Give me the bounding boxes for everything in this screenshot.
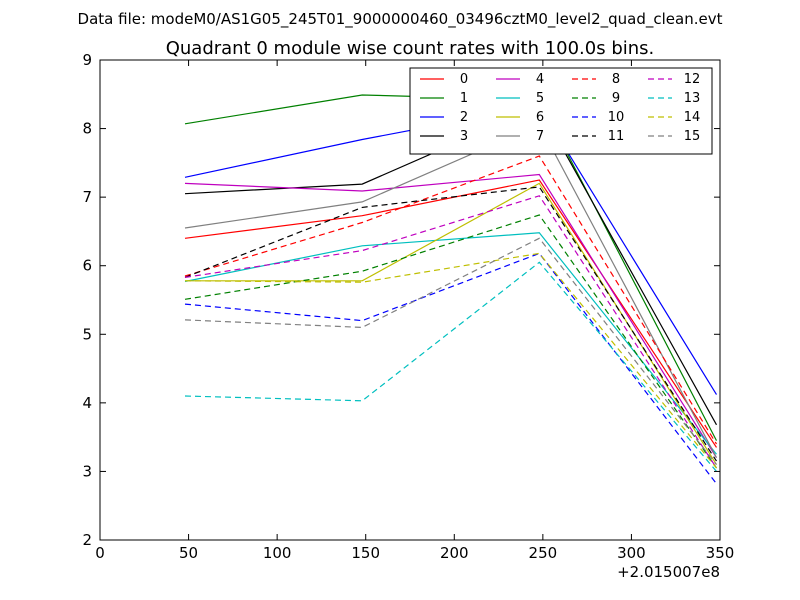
legend-label-3: 3 — [460, 129, 468, 144]
x-tick-label: 200 — [440, 544, 469, 562]
series-line-8 — [184, 155, 718, 445]
series-line-0 — [184, 179, 718, 448]
legend-label-7: 7 — [536, 129, 544, 144]
series-line-9 — [184, 214, 717, 469]
x-tick-label: 50 — [179, 544, 198, 562]
legend-label-4: 4 — [536, 72, 544, 87]
x-tick-label: 150 — [351, 544, 380, 562]
y-tick-label: 7 — [82, 188, 92, 206]
y-tick-label: 9 — [82, 51, 92, 69]
legend-label-0: 0 — [460, 72, 468, 87]
legend-frame — [409, 67, 713, 155]
y-tick-label: 3 — [82, 462, 92, 480]
legend-label-12: 12 — [684, 72, 701, 87]
legend-label-10: 10 — [608, 110, 625, 125]
legend-label-1: 1 — [460, 91, 468, 106]
x-tick-label: 350 — [706, 544, 735, 562]
legend-label-14: 14 — [684, 110, 701, 125]
x-tick-label: 100 — [263, 544, 292, 562]
y-tick-label: 6 — [82, 257, 92, 275]
suptitle: Data file: modeM0/AS1G05_245T01_90000004… — [78, 10, 723, 29]
y-tick-label: 2 — [82, 531, 92, 549]
x-tick-label: 0 — [95, 544, 105, 562]
legend-label-9: 9 — [612, 91, 620, 106]
series-line-7 — [184, 123, 718, 458]
legend-label-11: 11 — [608, 129, 625, 144]
x-tick-label: 300 — [617, 544, 646, 562]
series-line-10 — [184, 252, 717, 485]
chart-title: Quadrant 0 module wise count rates with … — [166, 38, 655, 59]
legend-label-2: 2 — [460, 110, 468, 125]
series-line-12 — [184, 195, 718, 469]
legend-label-8: 8 — [612, 72, 620, 87]
series-line-5 — [184, 232, 717, 455]
series-layer — [184, 94, 718, 485]
legend-label-13: 13 — [684, 91, 701, 106]
y-tick-label: 4 — [82, 394, 92, 412]
series-line-4 — [184, 173, 718, 459]
legend-label-6: 6 — [536, 110, 544, 125]
legend-label-5: 5 — [536, 91, 544, 106]
y-tick-label: 8 — [82, 120, 92, 138]
x-tick-label: 250 — [529, 544, 558, 562]
series-line-14 — [184, 252, 717, 469]
x-offset-label: +2.015007e8 — [617, 563, 720, 581]
y-tick-label: 5 — [82, 325, 92, 343]
legend-label-15: 15 — [684, 129, 701, 144]
series-line-11 — [184, 186, 718, 462]
